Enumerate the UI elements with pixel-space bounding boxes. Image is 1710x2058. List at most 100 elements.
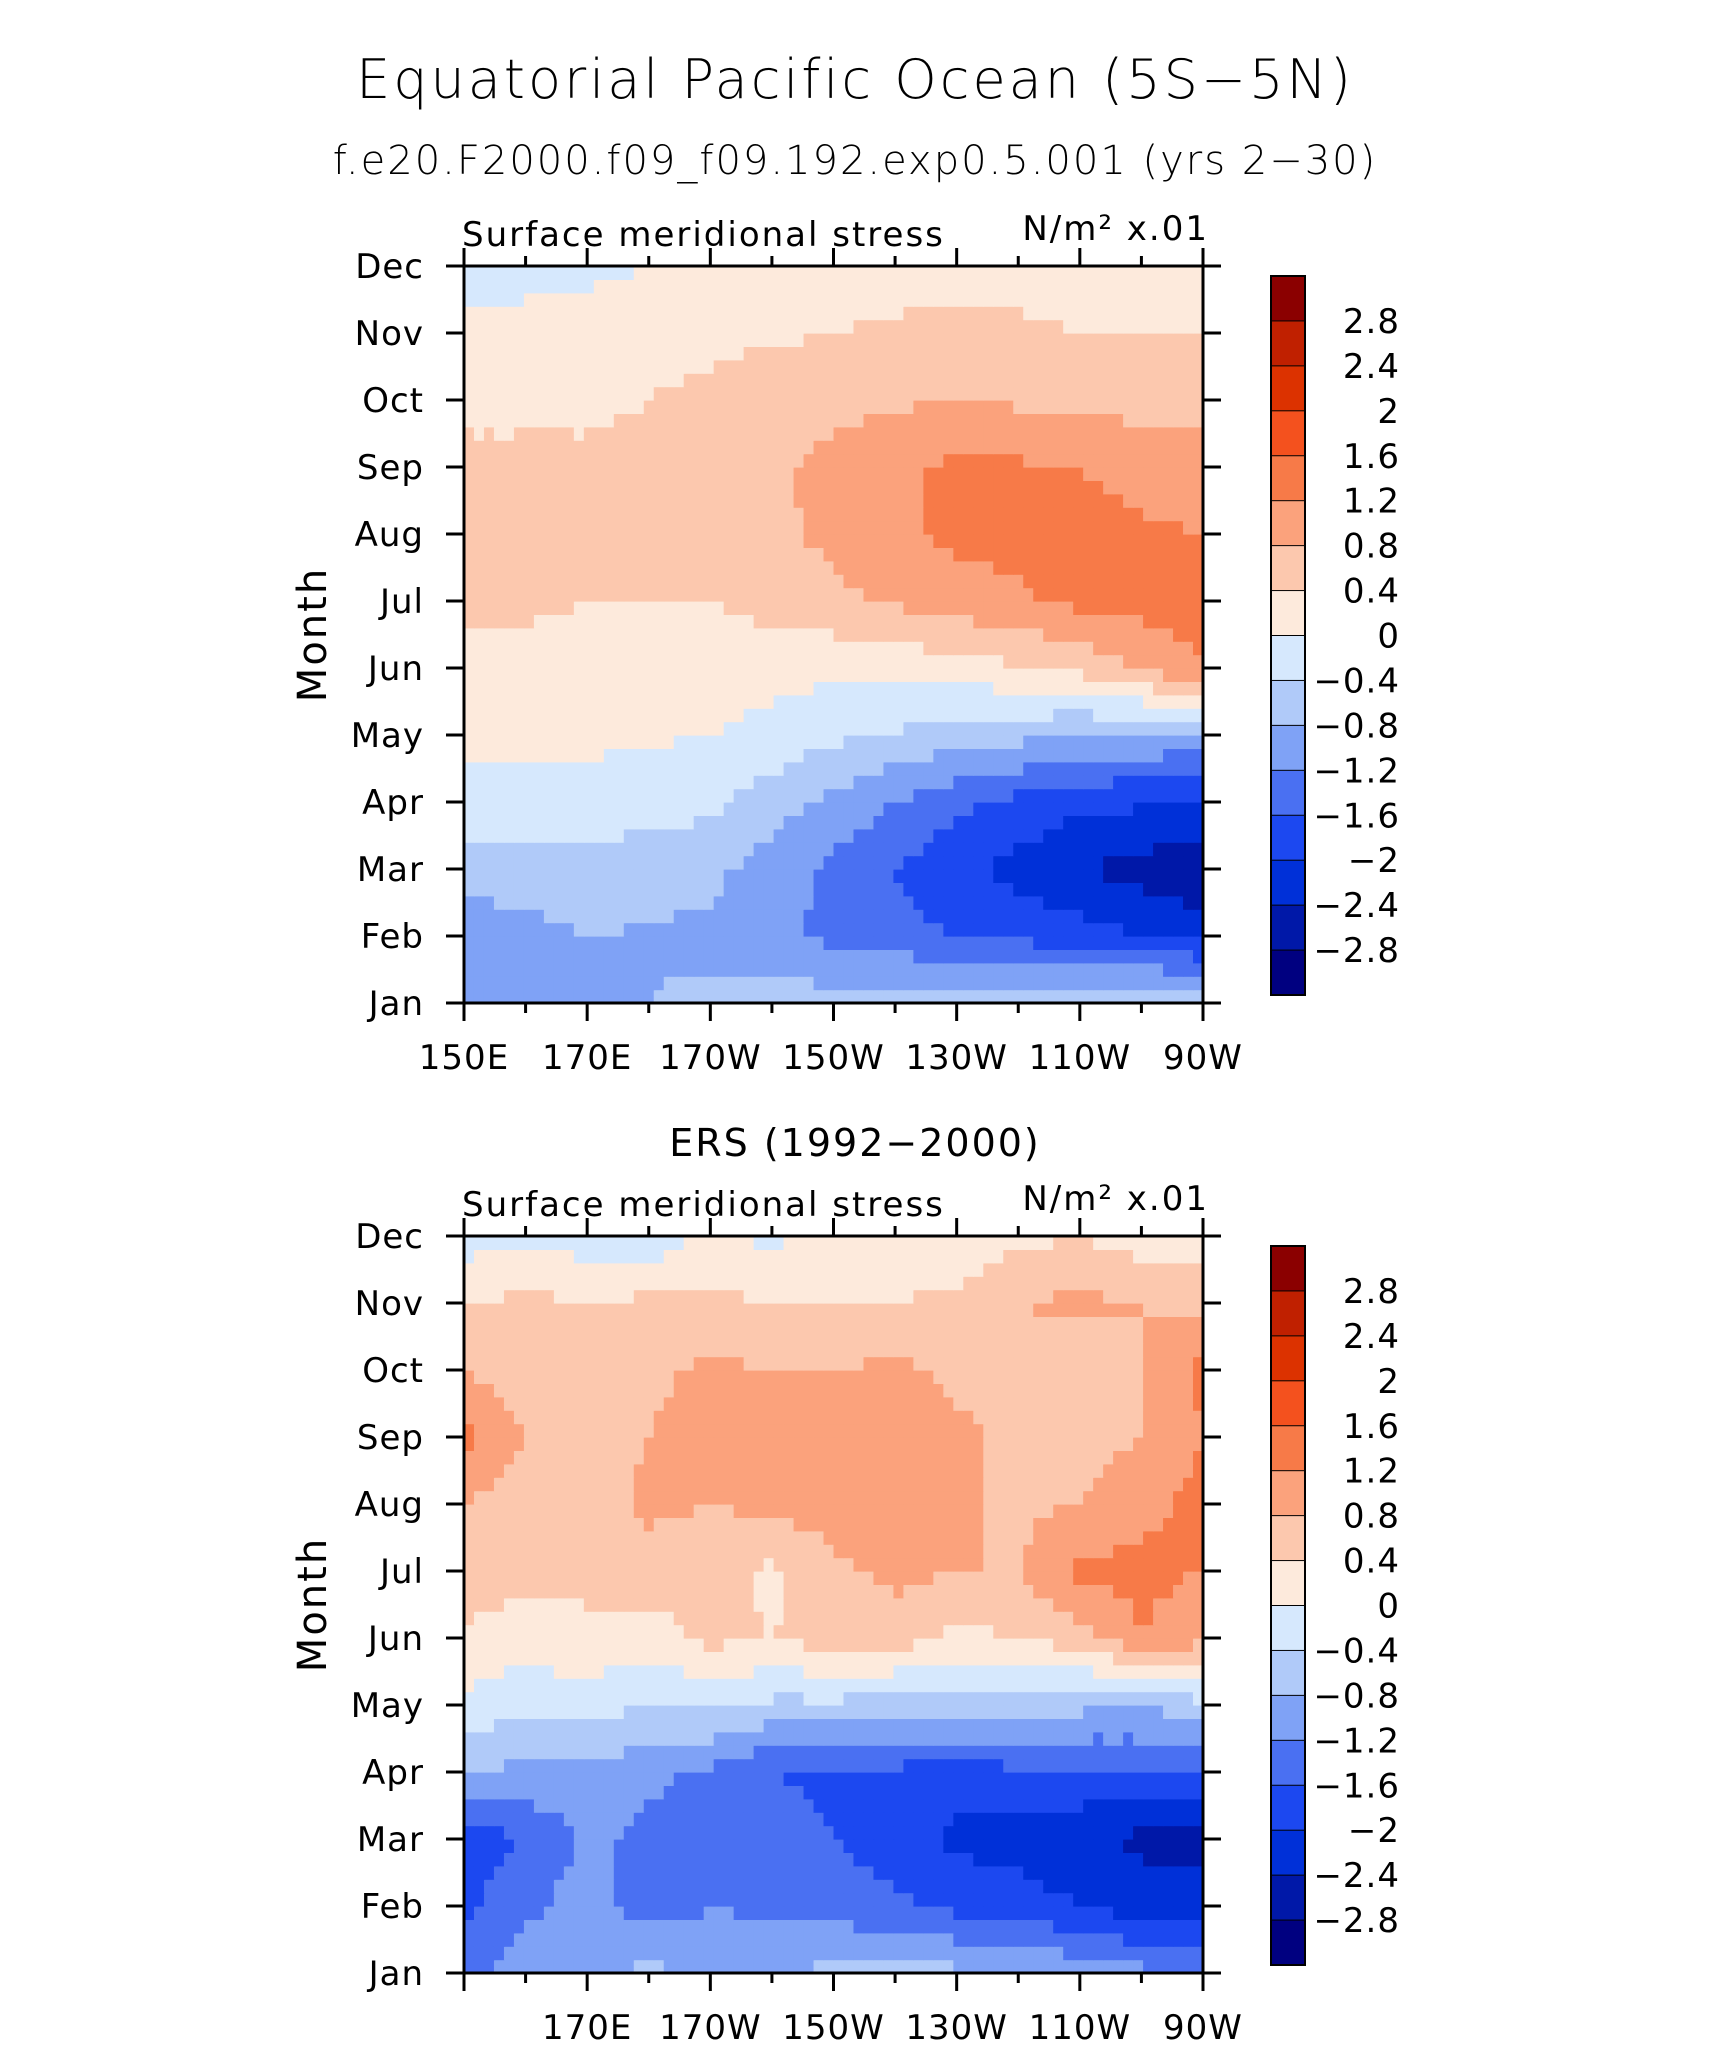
field-cell [1063, 279, 1074, 294]
field-cell [673, 1879, 685, 1894]
field-cell [1053, 426, 1064, 441]
field-cell [1123, 453, 1134, 468]
field-cell [1123, 761, 1134, 776]
field-cell [1003, 440, 1014, 455]
colorbar-box [1270, 679, 1306, 727]
field-cell [483, 1852, 495, 1867]
field-cell [863, 869, 875, 883]
field-cell [553, 453, 565, 468]
field-cell [933, 1879, 944, 1894]
field-cell [1143, 426, 1154, 441]
field-cell [1163, 909, 1174, 924]
field-cell [1183, 534, 1194, 548]
field-cell [1013, 1825, 1024, 1840]
field-cell [553, 842, 565, 857]
field-cell [923, 641, 934, 656]
field-cell [953, 467, 964, 481]
field-cell [1123, 828, 1134, 843]
field-cell [473, 708, 485, 723]
field-cell [1093, 641, 1104, 656]
field-cell [543, 306, 555, 321]
field-cell [573, 333, 585, 347]
field-cell [1183, 333, 1194, 347]
field-cell [1013, 855, 1024, 870]
y-axis-label: Month [290, 567, 336, 702]
field-cell [1033, 936, 1044, 950]
field-cell [843, 748, 855, 763]
field-cell [543, 922, 555, 937]
field-cell [673, 359, 685, 374]
field-cell [633, 614, 645, 629]
field-cell [573, 574, 585, 589]
field-cell [1013, 1879, 1024, 1894]
field-cell [1193, 788, 1204, 803]
field-cell [513, 949, 525, 964]
field-cell [883, 668, 895, 682]
field-cell [1153, 453, 1164, 468]
field-cell [553, 668, 565, 682]
field-cell [633, 922, 645, 937]
field-cell [973, 882, 984, 897]
field-cell [1183, 426, 1194, 441]
field-cell [743, 721, 755, 736]
field-cell [753, 775, 765, 790]
field-cell [513, 453, 525, 468]
field-cell [613, 480, 625, 495]
field-cell [853, 587, 865, 602]
field-cell [1163, 279, 1174, 294]
field-cell [593, 962, 605, 977]
field-cell [1033, 507, 1044, 522]
field-cell [1173, 614, 1184, 629]
field-cell [893, 359, 905, 374]
field-cell [1083, 279, 1094, 294]
field-cell [1133, 614, 1144, 629]
field-cell [1163, 815, 1174, 830]
field-cell [1183, 936, 1194, 950]
field-cell [653, 828, 665, 843]
field-cell [613, 1839, 625, 1853]
field-cell [483, 855, 495, 870]
field-cell [1163, 949, 1174, 964]
field-cell [1193, 426, 1204, 441]
field-cell [773, 802, 785, 816]
field-cell [863, 962, 875, 977]
field-cell [613, 909, 625, 924]
field-cell [973, 386, 984, 401]
field-cell [833, 359, 845, 374]
field-cell [1173, 520, 1184, 535]
field-cell [733, 1959, 745, 1974]
field-cell [1073, 668, 1084, 682]
field-cell [953, 614, 964, 629]
field-cell [703, 1946, 715, 1961]
field-cell [593, 386, 605, 401]
field-cell [1123, 627, 1134, 642]
field-cell [623, 507, 635, 522]
field-cell [1153, 882, 1164, 897]
field-cell [1073, 855, 1084, 870]
field-cell [1083, 802, 1094, 816]
field-cell [464, 976, 475, 991]
field-cell [1123, 1879, 1134, 1894]
field-cell [1063, 413, 1074, 428]
field-cell [623, 627, 635, 642]
field-cell [993, 815, 1004, 830]
field-cell [713, 748, 725, 763]
field-cell [663, 346, 675, 361]
field-cell [703, 909, 715, 924]
field-cell [923, 614, 934, 629]
field-cell [973, 1919, 984, 1934]
field-cell [943, 681, 954, 696]
field-cell [493, 292, 505, 307]
field-cell [1033, 534, 1044, 548]
field-cell [1033, 279, 1044, 294]
field-cell [793, 440, 805, 455]
field-cell [643, 386, 655, 401]
field-cell [653, 962, 665, 977]
field-cell [773, 601, 785, 615]
field-cell [773, 386, 785, 401]
field-cell [1033, 949, 1044, 964]
field-cell [843, 668, 855, 682]
field-cell [823, 574, 835, 589]
field-cell [523, 735, 535, 749]
field-cell [503, 882, 515, 897]
